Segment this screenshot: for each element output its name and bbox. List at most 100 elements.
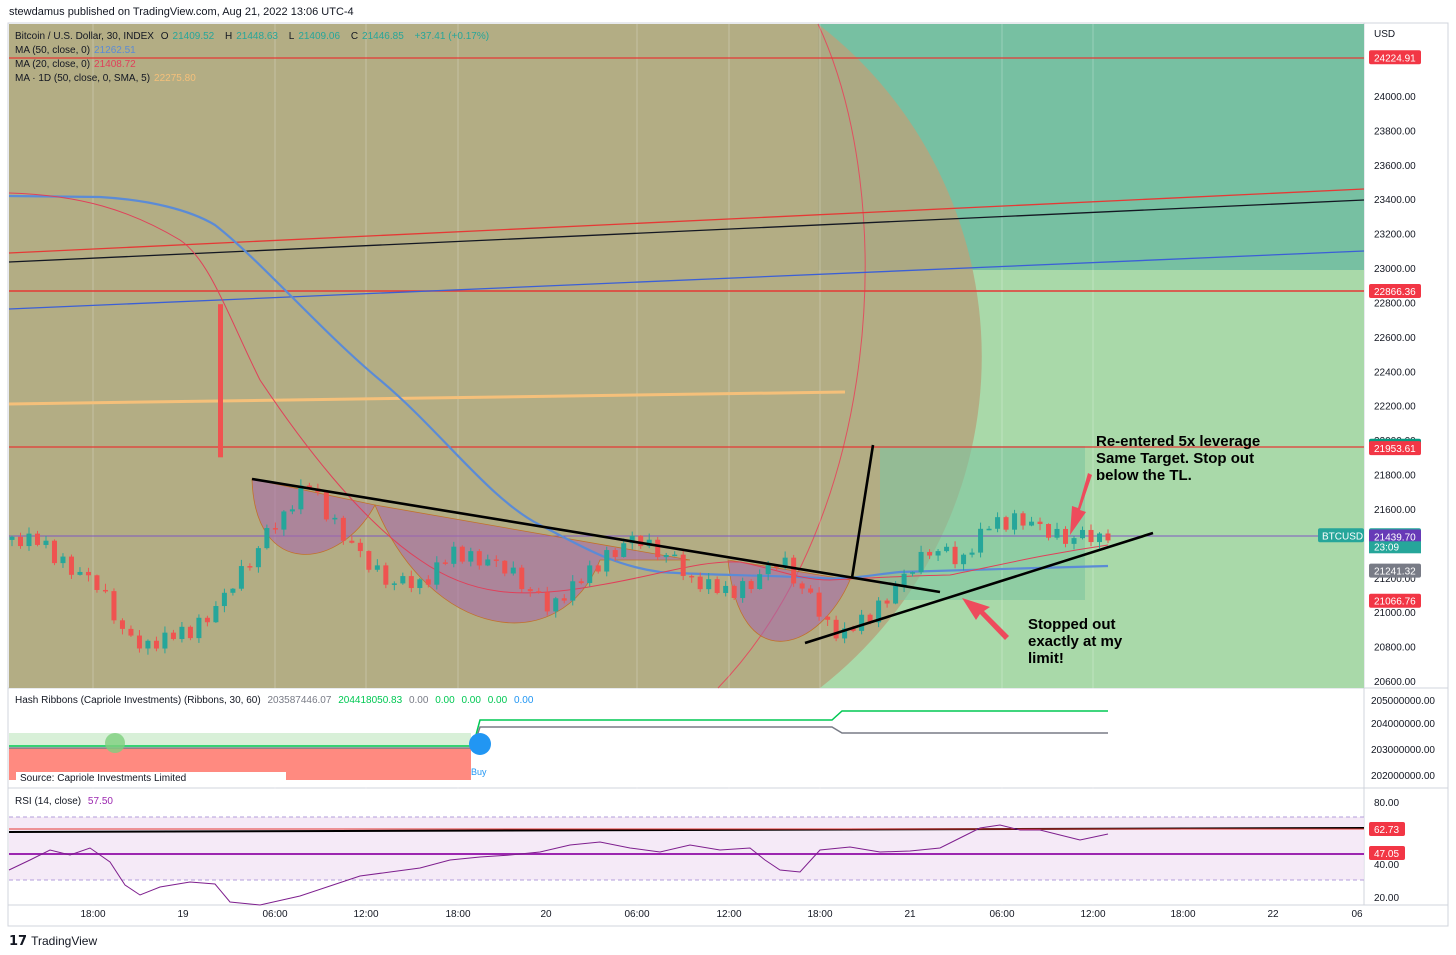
channel-mid [8,199,1365,263]
shaded-circle-area [9,24,982,688]
candle-body [578,581,584,584]
hash-tick-0: 205000000.00 [1371,696,1435,707]
candle-body [272,528,278,530]
candle-body [434,562,440,585]
rsi-tag-0: 62.73 [1374,825,1399,836]
stopped-line-1: Stopped out [1028,616,1115,633]
annotation-text: Re-entered 5x leverage Same Target. Stop… [1028,433,1260,667]
ma-1d-line [8,390,846,406]
candle-body [791,557,797,584]
candle-body [238,566,244,589]
ma50-line [8,194,1109,580]
price-tag-bg-1 [1369,284,1421,299]
candle-body [944,546,950,552]
legend-o: O 21409.52 [160,31,215,42]
candle-body [706,579,712,590]
chart-frame [7,22,1449,927]
buy-label: Buy [471,767,487,777]
candle-body [298,485,304,510]
price-tag-bg-7 [1369,593,1421,608]
price-tag-1: 22866.36 [1374,287,1416,298]
candle-body [561,598,567,601]
candle-body [850,628,856,631]
rsi-legend: RSI (14, close) 57.50 [15,796,113,807]
candle-body [961,554,967,565]
price-tags: 24224.9122866.3621967.1121953.6121446.85… [1318,50,1421,608]
candle-body [77,571,83,575]
candle-body [527,589,533,592]
time-tick-2: 06:00 [262,909,287,920]
candle-body [332,517,338,520]
price-tick-14: 21200.00 [1374,574,1416,585]
legend-row-ma20: MA (20, close, 0) 21408.72 [15,59,136,70]
rsi-tick-1: 40.00 [1374,860,1399,871]
candle-body [26,533,32,547]
candle-body [383,565,389,585]
ascending-trendline [804,531,1154,645]
candle-body [867,614,873,623]
last-symbol-bg [1318,528,1364,543]
time-axis: 18:00 19 06:00 12:00 18:00 20 06:00 12:00 18:00 2… [80,909,1363,920]
candle-body [748,581,754,589]
rsi-tag-bg-0 [1369,822,1405,836]
candle-body [468,551,474,562]
descending-trendline [251,477,941,594]
price-tick-12: 21600.00 [1374,505,1416,516]
tradingview-logo-icon: 𝟭𝟳 [9,933,28,948]
main-pane-background [9,23,1364,689]
price-tag-0: 24224.91 [1374,53,1416,64]
candle-body [612,550,618,557]
arrow-stopped [962,598,1009,640]
candle-body [128,628,134,636]
candle-body [672,554,678,557]
candle-body [1037,521,1043,525]
candle-body [825,616,831,620]
time-tick-1: 19 [177,909,189,920]
candle-body [859,614,865,631]
price-tick-4: 23200.00 [1374,230,1416,241]
candle-body [1020,513,1026,526]
candle-body [952,546,958,565]
candle-body [349,540,355,543]
position-box [880,446,1085,600]
time-tick-10: 06:00 [989,909,1014,920]
legend-l: L 21409.06 [288,31,341,42]
time-tick-12: 18:00 [1170,909,1195,920]
price-tag-bg-6 [1369,563,1421,578]
publisher-header: stewdamus published on TradingView.com, … [9,6,354,18]
candle-body [910,572,916,574]
price-tag-6: 21241.32 [1374,567,1416,578]
candle-body [553,598,559,612]
price-tick-7: 22600.00 [1374,333,1416,344]
candle-body [876,600,882,623]
legend-symbol: Bitcoin / U.S. Dollar, 30, INDEX [15,31,154,42]
candle-body [1029,521,1035,526]
candle-body [391,583,397,585]
candle-body [162,632,168,649]
candle-body [187,626,193,639]
candle-body [816,592,822,617]
candle-body [17,536,23,547]
candle-body [663,554,669,558]
time-tick-0: 18:00 [80,909,105,920]
candle-body [714,579,720,593]
last-symbol-label: BTCUSD [1322,531,1363,542]
candle-body [68,556,74,575]
candle-body [969,552,975,555]
candle-body [204,617,210,623]
candle-body [1003,517,1009,530]
candlesticks [9,304,1111,655]
candle-body [799,583,805,589]
candle-body [1046,524,1052,538]
candle-body [196,617,202,639]
candle-body [570,581,576,601]
candle-body [689,575,695,578]
candle-body [451,546,457,564]
candle-body [179,626,185,640]
candle-body [43,540,49,545]
candle-body [927,551,933,556]
cup-2 [374,504,691,624]
footer-brand[interactable]: 𝟭𝟳 TradingView [9,933,98,948]
hash-signal-dot [105,733,125,753]
